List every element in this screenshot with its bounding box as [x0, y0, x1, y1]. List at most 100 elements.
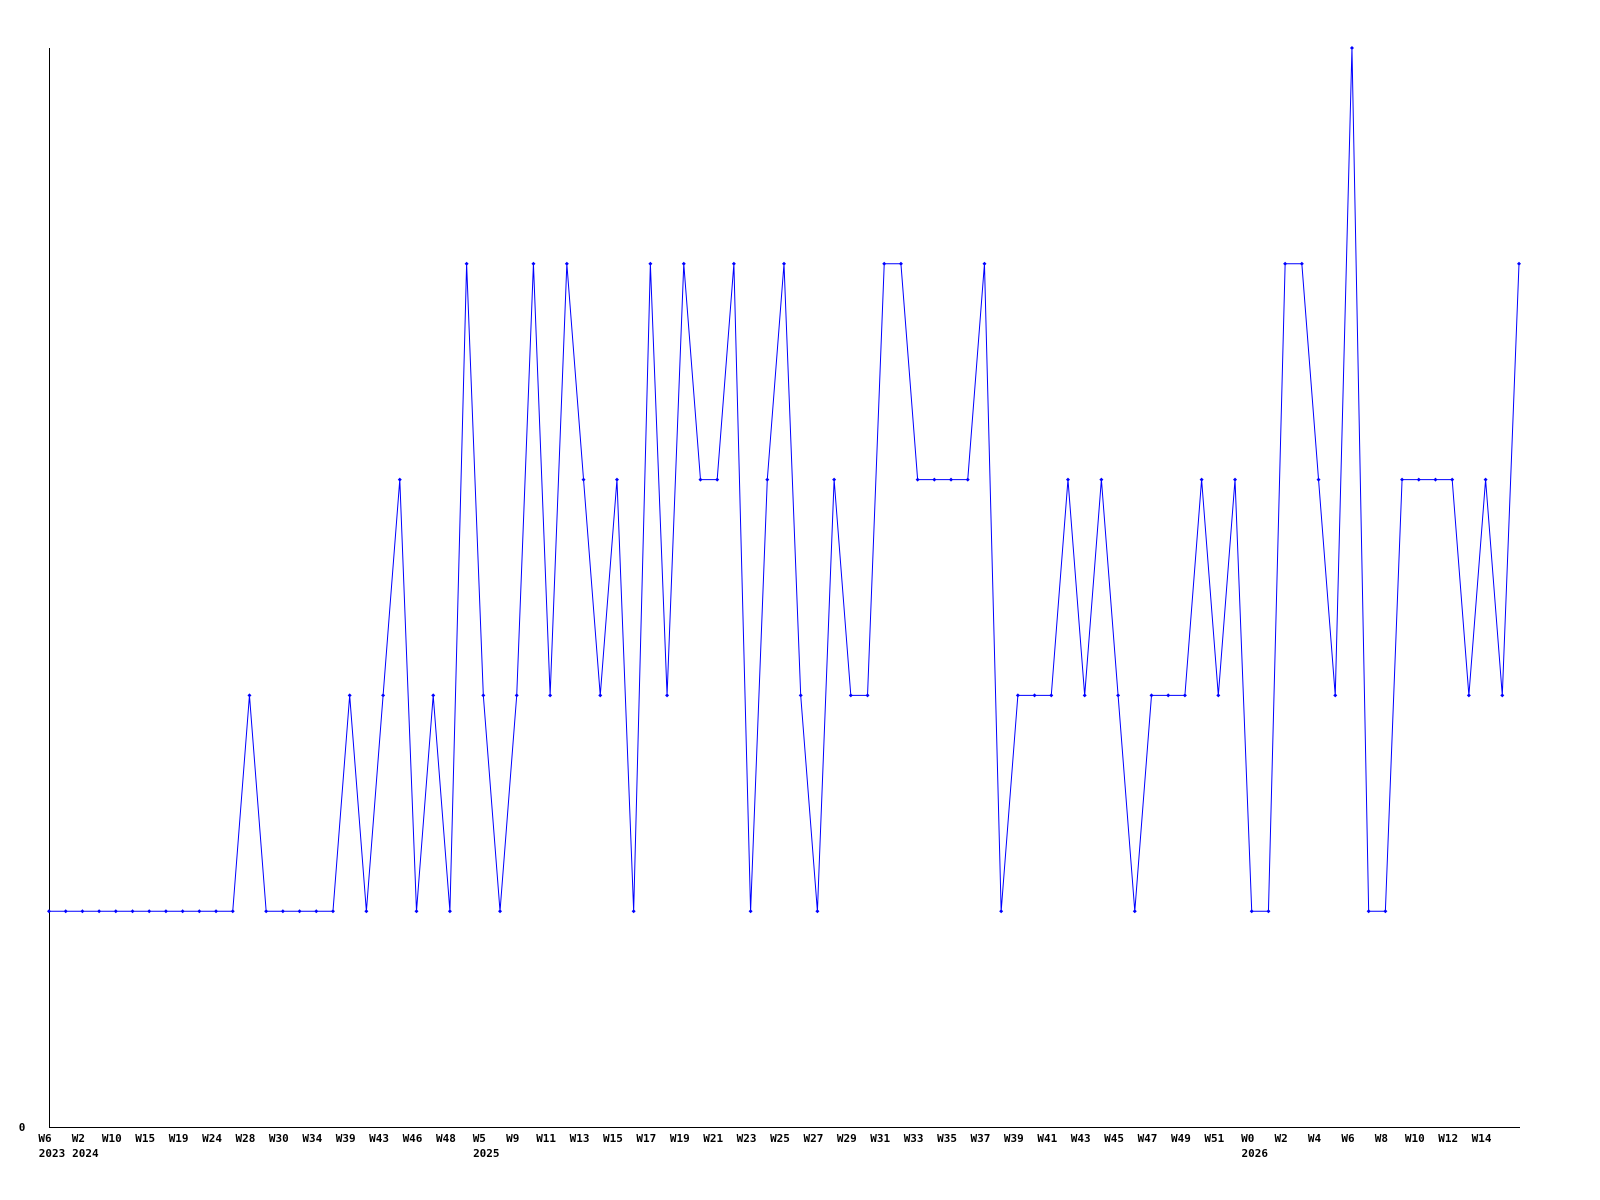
x-tick-label: W49	[1171, 1132, 1191, 1145]
x-tick-label: W19	[670, 1132, 690, 1145]
x-tick-label: W2	[1275, 1132, 1288, 1145]
x-tick-label: W43	[1071, 1132, 1091, 1145]
data-point	[1132, 909, 1137, 914]
data-point	[548, 693, 553, 698]
x-tick-label: W23	[737, 1132, 757, 1145]
data-point	[681, 261, 686, 266]
x-tick-label: W13	[570, 1132, 590, 1145]
x-tick-label: W39	[1004, 1132, 1024, 1145]
data-point	[915, 477, 920, 482]
data-point	[264, 909, 269, 914]
data-point	[1450, 477, 1455, 482]
data-point	[882, 261, 887, 266]
data-point	[481, 693, 486, 698]
data-point	[1299, 261, 1304, 266]
data-point	[581, 477, 586, 482]
data-point	[748, 909, 753, 914]
x-tick-label: W41	[1037, 1132, 1057, 1145]
data-point	[280, 909, 285, 914]
data-point	[1366, 909, 1371, 914]
data-point	[648, 261, 653, 266]
data-point	[1400, 477, 1405, 482]
x-tick-label: W9	[506, 1132, 519, 1145]
data-point	[1517, 261, 1521, 266]
data-point	[180, 909, 185, 914]
x-tick-label: W0	[1241, 1132, 1254, 1145]
x-tick-label: W31	[870, 1132, 890, 1145]
data-point	[63, 909, 68, 914]
x-tick-label: W34	[302, 1132, 322, 1145]
data-point	[932, 477, 937, 482]
data-point	[431, 693, 436, 698]
data-point	[798, 693, 803, 698]
data-point	[715, 477, 720, 482]
data-point	[598, 693, 603, 698]
x-tick-label: W17	[636, 1132, 656, 1145]
data-point	[214, 909, 219, 914]
data-point	[1500, 693, 1505, 698]
data-point	[1065, 477, 1070, 482]
x-tick-label: W39	[336, 1132, 356, 1145]
x-tick-label: W46	[403, 1132, 423, 1145]
data-point	[999, 909, 1004, 914]
data-point	[447, 909, 452, 914]
data-point	[1466, 693, 1471, 698]
data-point	[314, 909, 319, 914]
data-point	[1082, 693, 1087, 698]
x-tick-label: W30	[269, 1132, 289, 1145]
x-tick-label: W37	[971, 1132, 991, 1145]
data-point	[1483, 477, 1488, 482]
data-point	[414, 909, 419, 914]
data-point	[230, 909, 235, 914]
x-tick-label: W4	[1308, 1132, 1322, 1145]
data-point	[97, 909, 102, 914]
x-tick-label: W47	[1138, 1132, 1158, 1145]
x-tick-label: W12	[1438, 1132, 1458, 1145]
data-point	[1216, 693, 1221, 698]
data-point	[130, 909, 135, 914]
data-point	[1233, 477, 1238, 482]
y-tick-label: 0	[19, 1121, 26, 1134]
data-point	[297, 909, 302, 914]
data-point	[665, 693, 670, 698]
data-point	[832, 477, 837, 482]
year-label: 2025	[473, 1147, 500, 1160]
data-point	[147, 909, 152, 914]
data-point	[113, 909, 118, 914]
data-point	[1099, 477, 1104, 482]
data-point	[364, 909, 369, 914]
data-point	[163, 909, 168, 914]
data-point	[1416, 477, 1421, 482]
data-point	[1116, 693, 1121, 698]
x-tick-label: W15	[135, 1132, 155, 1145]
data-point	[197, 909, 202, 914]
data-point	[1249, 909, 1254, 914]
data-point	[765, 477, 770, 482]
data-point	[564, 261, 569, 266]
data-point	[1199, 477, 1204, 482]
data-point	[514, 693, 519, 698]
year-label: 2026	[1241, 1147, 1268, 1160]
data-point	[949, 477, 954, 482]
data-point	[614, 477, 619, 482]
x-tick-label: W10	[102, 1132, 122, 1145]
x-tick-label: W29	[837, 1132, 857, 1145]
x-tick-label: W24	[202, 1132, 222, 1145]
data-point	[1266, 909, 1271, 914]
data-point	[782, 261, 786, 266]
data-point	[631, 909, 636, 914]
data-point	[381, 693, 386, 698]
data-point	[347, 693, 352, 698]
data-point	[965, 477, 970, 482]
x-tick-label: W43	[369, 1132, 389, 1145]
x-tick-label: W15	[603, 1132, 623, 1145]
x-tick-label: W11	[536, 1132, 556, 1145]
data-point	[1166, 693, 1171, 698]
data-point	[1182, 693, 1187, 698]
data-point	[731, 261, 736, 266]
x-tick-label: W6	[1341, 1132, 1355, 1145]
x-tick-label: W14	[1472, 1132, 1492, 1145]
x-tick-label: W2	[72, 1132, 85, 1145]
x-tick-label: W35	[937, 1132, 957, 1145]
